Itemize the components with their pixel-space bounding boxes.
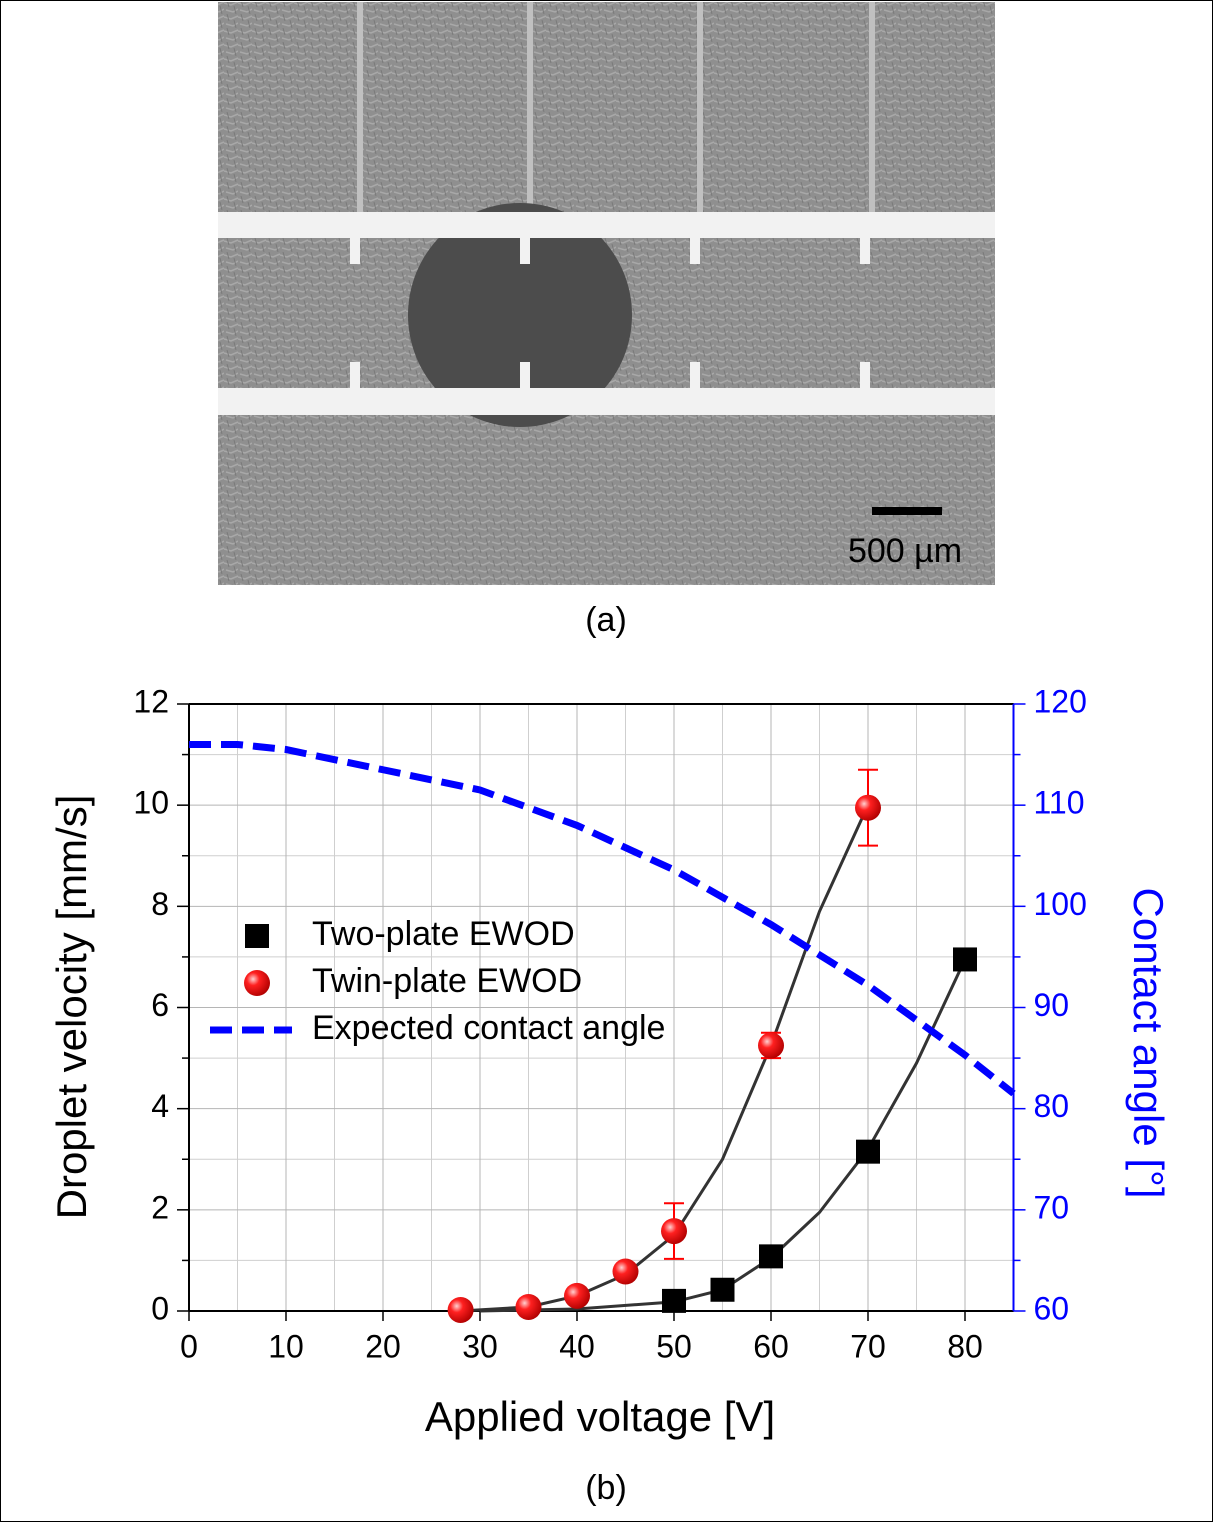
- y-tick-label: 4: [151, 1088, 169, 1124]
- x-tick-label: 70: [850, 1328, 886, 1364]
- y2-tick-label: 100: [1034, 886, 1087, 922]
- y-tick-label: 0: [151, 1290, 169, 1326]
- x-tick-label: 80: [947, 1328, 983, 1364]
- y2-tick-label: 70: [1034, 1189, 1070, 1225]
- caption: (a): [585, 601, 627, 639]
- y-tick-label: 8: [151, 886, 169, 922]
- x-tick-label: 0: [180, 1328, 198, 1364]
- y2-axis-label: Contact angle [°]: [1125, 888, 1172, 1199]
- x-tick-label: 40: [559, 1328, 595, 1364]
- y-tick-label: 12: [133, 683, 169, 719]
- marker: [662, 1288, 686, 1313]
- legend-swatch: [245, 924, 269, 948]
- contact-angle-line: [189, 740, 1016, 1097]
- marker: [710, 1277, 735, 1302]
- x-tick-label: 10: [268, 1328, 304, 1364]
- y2-tick-label: 80: [1034, 1088, 1070, 1124]
- y-tick-label: 10: [133, 785, 169, 821]
- x-axis-label: Applied voltage [V]: [425, 1393, 775, 1440]
- marker: [612, 1258, 639, 1285]
- marker: [661, 1218, 687, 1245]
- marker: [447, 1296, 474, 1323]
- y2-tick-label: 90: [1034, 987, 1070, 1023]
- legend-label: Two-plate EWOD: [312, 915, 575, 953]
- scale-bar-label: 500 µm: [848, 532, 962, 570]
- marker: [564, 1282, 590, 1309]
- y-tick-label: 6: [151, 987, 169, 1023]
- caption: (b): [585, 1469, 627, 1507]
- legend-label: Expected contact angle: [312, 1009, 665, 1047]
- y2-tick-label: 60: [1034, 1290, 1070, 1326]
- x-tick-label: 60: [753, 1328, 789, 1364]
- marker: [515, 1293, 542, 1320]
- marker: [758, 1032, 784, 1059]
- marker: [759, 1244, 783, 1269]
- marker: [856, 1139, 880, 1164]
- x-tick-label: 20: [365, 1328, 401, 1364]
- legend-swatch: [244, 970, 270, 996]
- y-tick-label: 2: [151, 1189, 169, 1225]
- x-tick-label: 50: [656, 1328, 692, 1364]
- legend-label: Twin-plate EWOD: [312, 962, 582, 1000]
- y-axis-label: Droplet velocity [mm/s]: [48, 795, 95, 1220]
- scale-bar: [872, 507, 942, 515]
- y2-tick-label: 110: [1034, 785, 1085, 821]
- x-tick-label: 30: [462, 1328, 498, 1364]
- y2-tick-label: 120: [1034, 683, 1087, 719]
- marker: [855, 794, 881, 821]
- photo: 500 µm: [218, 2, 995, 585]
- marker: [953, 947, 977, 972]
